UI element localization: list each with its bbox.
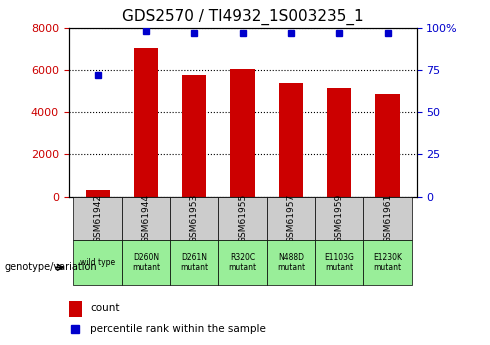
Text: D260N
mutant: D260N mutant bbox=[132, 253, 160, 272]
Text: E1103G
mutant: E1103G mutant bbox=[324, 253, 354, 272]
Text: D261N
mutant: D261N mutant bbox=[180, 253, 208, 272]
Bar bbox=[182, 75, 206, 197]
FancyBboxPatch shape bbox=[122, 240, 170, 285]
FancyBboxPatch shape bbox=[315, 240, 364, 285]
Text: GSM61959: GSM61959 bbox=[335, 194, 343, 243]
Text: GSM61953: GSM61953 bbox=[190, 194, 199, 243]
FancyBboxPatch shape bbox=[315, 197, 364, 240]
Text: GSM61957: GSM61957 bbox=[286, 194, 295, 243]
Text: GSM61961: GSM61961 bbox=[383, 194, 392, 243]
Bar bbox=[279, 83, 303, 197]
FancyBboxPatch shape bbox=[364, 197, 412, 240]
Text: N488D
mutant: N488D mutant bbox=[277, 253, 305, 272]
FancyBboxPatch shape bbox=[219, 240, 267, 285]
Text: GSM61942: GSM61942 bbox=[93, 194, 102, 243]
FancyBboxPatch shape bbox=[219, 197, 267, 240]
Bar bbox=[69, 301, 82, 317]
Text: GSM61944: GSM61944 bbox=[142, 194, 150, 243]
Text: E1230K
mutant: E1230K mutant bbox=[373, 253, 402, 272]
FancyBboxPatch shape bbox=[74, 197, 122, 240]
FancyBboxPatch shape bbox=[74, 240, 122, 285]
FancyBboxPatch shape bbox=[122, 197, 170, 240]
FancyBboxPatch shape bbox=[267, 197, 315, 240]
Title: GDS2570 / TI4932_1S003235_1: GDS2570 / TI4932_1S003235_1 bbox=[122, 9, 364, 25]
Text: R320C
mutant: R320C mutant bbox=[228, 253, 257, 272]
FancyBboxPatch shape bbox=[364, 240, 412, 285]
Bar bbox=[230, 69, 255, 197]
Text: percentile rank within the sample: percentile rank within the sample bbox=[90, 324, 266, 334]
Bar bbox=[375, 94, 399, 197]
FancyBboxPatch shape bbox=[170, 197, 219, 240]
Text: GSM61955: GSM61955 bbox=[238, 194, 247, 243]
FancyBboxPatch shape bbox=[170, 240, 219, 285]
Bar bbox=[86, 190, 110, 197]
Text: wild type: wild type bbox=[80, 258, 115, 267]
Bar bbox=[327, 88, 351, 197]
Bar bbox=[134, 48, 158, 197]
Text: genotype/variation: genotype/variation bbox=[5, 263, 98, 272]
FancyBboxPatch shape bbox=[267, 240, 315, 285]
Text: count: count bbox=[90, 303, 120, 313]
